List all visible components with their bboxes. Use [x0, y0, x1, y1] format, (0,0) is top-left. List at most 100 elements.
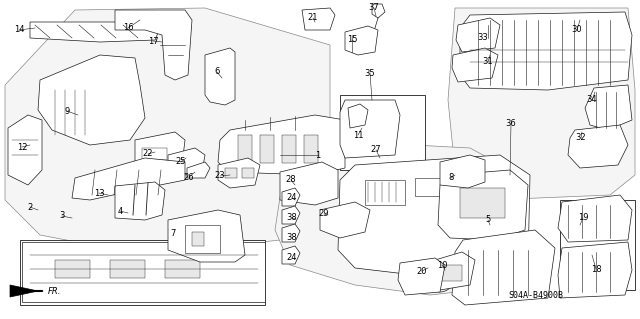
Text: 31: 31 — [483, 57, 493, 66]
Text: 8: 8 — [448, 174, 454, 182]
Polygon shape — [280, 162, 338, 205]
Bar — [365, 180, 405, 205]
Polygon shape — [72, 158, 185, 200]
Polygon shape — [372, 4, 385, 18]
Text: 4: 4 — [117, 206, 123, 216]
Text: 18: 18 — [591, 264, 602, 273]
Bar — [225, 168, 237, 178]
Text: 34: 34 — [587, 95, 597, 105]
Bar — [282, 135, 296, 163]
Text: 14: 14 — [13, 26, 24, 34]
Polygon shape — [38, 55, 145, 145]
Text: 20: 20 — [417, 266, 428, 276]
Bar — [260, 135, 274, 163]
Text: 36: 36 — [506, 120, 516, 129]
Bar — [304, 135, 318, 163]
Text: 7: 7 — [170, 229, 176, 239]
Text: S04A-B4900B: S04A-B4900B — [509, 291, 563, 300]
Text: 37: 37 — [369, 4, 380, 12]
Polygon shape — [568, 125, 628, 168]
Polygon shape — [168, 210, 245, 262]
Polygon shape — [320, 202, 370, 238]
Text: 6: 6 — [214, 68, 220, 77]
Bar — [238, 135, 252, 163]
Text: 12: 12 — [17, 143, 28, 152]
Polygon shape — [8, 115, 42, 185]
Text: 32: 32 — [576, 133, 586, 143]
Text: 22: 22 — [143, 150, 153, 159]
Polygon shape — [218, 158, 260, 188]
Text: 9: 9 — [65, 107, 70, 115]
Polygon shape — [585, 85, 632, 130]
Polygon shape — [456, 18, 500, 52]
Polygon shape — [452, 48, 498, 82]
Polygon shape — [282, 224, 300, 242]
Polygon shape — [338, 155, 530, 278]
Polygon shape — [275, 140, 520, 295]
Polygon shape — [398, 258, 445, 295]
Text: 10: 10 — [436, 261, 447, 270]
Polygon shape — [558, 195, 632, 242]
Polygon shape — [302, 8, 335, 30]
Bar — [450, 180, 475, 198]
Text: 38: 38 — [287, 213, 298, 222]
Polygon shape — [115, 10, 192, 80]
Text: 30: 30 — [572, 26, 582, 34]
Text: 33: 33 — [477, 33, 488, 42]
Text: 23: 23 — [214, 172, 225, 181]
Polygon shape — [438, 170, 528, 240]
Bar — [415, 178, 445, 196]
Text: 13: 13 — [93, 189, 104, 197]
Bar — [460, 188, 505, 218]
Bar — [110, 260, 145, 278]
Text: 24: 24 — [287, 254, 297, 263]
Polygon shape — [282, 246, 300, 264]
Bar — [192, 232, 204, 246]
Text: 19: 19 — [578, 213, 588, 222]
Text: 26: 26 — [184, 173, 195, 182]
Polygon shape — [187, 162, 210, 178]
Polygon shape — [433, 252, 475, 290]
Polygon shape — [452, 230, 555, 305]
Text: 38: 38 — [287, 234, 298, 242]
Text: 35: 35 — [365, 69, 375, 78]
Polygon shape — [205, 48, 235, 105]
Polygon shape — [22, 242, 265, 302]
Text: 11: 11 — [353, 130, 364, 139]
Bar — [165, 260, 200, 278]
Bar — [20, 240, 265, 305]
Polygon shape — [30, 22, 160, 42]
Text: 5: 5 — [485, 216, 491, 225]
Polygon shape — [345, 26, 378, 55]
Text: 27: 27 — [371, 145, 381, 154]
Polygon shape — [448, 8, 635, 200]
Text: 15: 15 — [347, 35, 357, 44]
Text: 1: 1 — [316, 151, 321, 160]
Polygon shape — [218, 115, 345, 175]
Text: 17: 17 — [148, 36, 158, 46]
Polygon shape — [168, 148, 205, 175]
Polygon shape — [115, 182, 165, 220]
Text: 24: 24 — [287, 194, 297, 203]
Polygon shape — [135, 132, 185, 170]
Bar — [340, 95, 425, 170]
Bar — [242, 168, 254, 178]
Text: 2: 2 — [28, 203, 33, 211]
Polygon shape — [5, 8, 330, 255]
Polygon shape — [440, 155, 485, 188]
Bar — [560, 200, 635, 290]
Polygon shape — [348, 104, 368, 128]
Polygon shape — [282, 188, 300, 206]
Text: 3: 3 — [60, 211, 65, 220]
Polygon shape — [460, 12, 632, 90]
Text: 29: 29 — [319, 210, 329, 219]
Bar — [142, 148, 167, 160]
Bar — [185, 225, 220, 253]
Text: 16: 16 — [123, 24, 133, 33]
Polygon shape — [10, 285, 38, 297]
Text: 25: 25 — [176, 158, 186, 167]
Text: FR.: FR. — [48, 286, 61, 295]
Bar — [55, 260, 90, 278]
Bar — [440, 265, 462, 281]
Text: 28: 28 — [285, 175, 296, 184]
